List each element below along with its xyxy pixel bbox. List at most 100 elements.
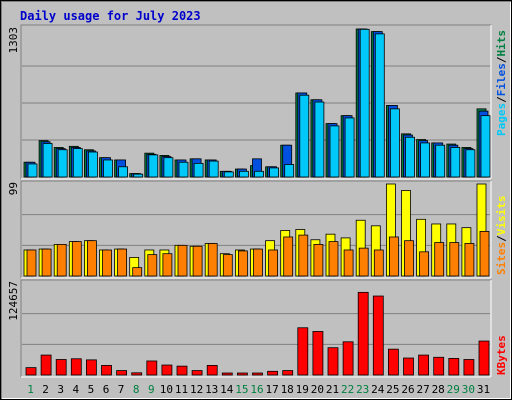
bar-kbytes-day-29: [448, 357, 460, 376]
bar-sites-day-11: [177, 244, 188, 277]
legend-hits-files-pages: Pages/Files/Hits: [495, 30, 508, 136]
bar-sites-day-3: [56, 244, 67, 277]
x-axis-labels: 1 2 3 4 5 6 7 8 9 10 11 12 13 14 15 16 17 18 19 20 21 22 23 24 2…: [27, 383, 490, 396]
bar-sites-day-10: [162, 253, 173, 277]
bar-kbytes-day-2: [40, 354, 52, 376]
bar-kbytes-day-20: [312, 331, 324, 376]
bar-kbytes-day-30: [463, 359, 475, 376]
x-label-day-31: 31: [477, 383, 490, 396]
x-label-day-17: 17: [265, 383, 278, 396]
legend-item-0-1: /: [495, 96, 508, 103]
bar-sites-day-23: [358, 247, 369, 277]
bar-kbytes-day-31: [478, 340, 490, 376]
bar-sites-day-28: [434, 242, 445, 277]
bar-kbytes-day-16: [252, 372, 263, 376]
bar-sites-day-26: [404, 240, 414, 277]
bar-pages-day-14: [223, 171, 234, 178]
x-label-day-1: 1: [27, 383, 34, 396]
bar-pages-day-3: [57, 149, 68, 178]
bar-pages-day-2: [42, 143, 53, 178]
visits-ymax-label: 99: [7, 182, 20, 195]
bar-pages-day-30: [465, 149, 476, 178]
bar-pages-day-4: [72, 148, 83, 178]
bar-pages-day-22: [344, 117, 355, 178]
bar-pages-day-21: [329, 125, 340, 178]
x-label-day-2: 2: [42, 383, 49, 396]
x-label-day-18: 18: [281, 383, 294, 396]
bar-pages-day-7: [118, 166, 128, 178]
bar-sites-day-22: [343, 249, 354, 277]
bar-pages-day-8: [133, 173, 144, 178]
bar-sites-day-24: [373, 249, 384, 277]
bar-pages-day-13: [208, 160, 219, 178]
x-label-day-15: 15: [235, 383, 248, 396]
x-label-day-30: 30: [462, 383, 475, 396]
bar-pages-day-12: [193, 162, 204, 178]
legend-item-2-0: KBytes: [495, 335, 508, 375]
bar-pages-day-11: [178, 161, 189, 178]
bar-pages-day-19: [299, 94, 310, 178]
bar-pages-day-27: [420, 142, 431, 178]
bar-sites-day-30: [464, 243, 475, 277]
bar-sites-day-19: [298, 234, 309, 277]
x-label-day-16: 16: [250, 383, 263, 396]
chart-title: Daily usage for July 2023: [20, 9, 201, 23]
x-label-day-24: 24: [371, 383, 385, 396]
bar-pages-day-16: [254, 170, 264, 178]
bar-pages-day-28: [435, 144, 446, 178]
bar-kbytes-day-8: [131, 372, 143, 376]
bar-pages-day-9: [148, 154, 159, 178]
x-label-day-7: 7: [118, 383, 125, 396]
bar-pages-day-10: [163, 157, 174, 178]
hits-ymax-label: 1303: [7, 27, 20, 54]
x-label-day-11: 11: [175, 383, 188, 396]
bar-sites-day-2: [41, 248, 52, 277]
bar-pages-day-5: [88, 151, 98, 178]
legend-item-0-4: Hits: [495, 30, 508, 57]
bar-pages-day-6: [103, 159, 113, 178]
x-label-day-3: 3: [57, 383, 64, 396]
bar-sites-day-14: [222, 254, 233, 277]
bar-pages-day-26: [405, 136, 415, 178]
bar-pages-day-24: [374, 33, 385, 178]
bar-sites-day-31: [479, 230, 490, 277]
bar-kbytes-day-15: [236, 372, 248, 376]
bar-kbytes-day-27: [418, 354, 430, 376]
x-label-day-10: 10: [160, 383, 173, 396]
bar-pages-day-18: [284, 164, 295, 178]
bar-kbytes-day-18: [282, 370, 294, 376]
bar-kbytes-day-23: [357, 291, 369, 376]
kbytes-ymax-label: 124657: [7, 281, 20, 321]
bar-pages-day-31: [480, 115, 491, 178]
bar-sites-day-29: [449, 242, 460, 277]
bar-sites-day-27: [419, 251, 430, 277]
legend-item-0-0: Pages: [495, 103, 508, 136]
legend-kbytes: KBytes: [495, 335, 508, 375]
bar-kbytes-day-4: [70, 358, 82, 376]
x-label-day-29: 29: [447, 383, 460, 396]
bar-sites-day-13: [207, 243, 218, 277]
bar-sites-day-15: [237, 250, 248, 277]
x-label-day-19: 19: [296, 383, 309, 396]
bar-pages-day-20: [314, 101, 325, 178]
bar-kbytes-day-5: [86, 359, 97, 376]
x-label-day-5: 5: [88, 383, 95, 396]
bar-kbytes-day-3: [55, 359, 67, 376]
panel-kbytes: [20, 279, 492, 378]
x-label-day-27: 27: [416, 383, 429, 396]
bar-kbytes-day-13: [206, 365, 218, 376]
bar-sites-day-20: [313, 244, 324, 277]
legend-item-0-3: /: [495, 56, 508, 63]
x-label-day-28: 28: [432, 383, 445, 396]
bar-sites-day-5: [87, 240, 97, 277]
bar-sites-day-21: [328, 241, 339, 277]
bar-kbytes-day-25: [387, 348, 399, 376]
legend-item-1-0: Sites: [495, 242, 508, 275]
bar-sites-day-25: [388, 236, 399, 277]
bar-kbytes-day-19: [297, 327, 309, 376]
x-label-day-25: 25: [386, 383, 399, 396]
x-label-day-13: 13: [205, 383, 218, 396]
bar-kbytes-day-14: [221, 372, 233, 376]
